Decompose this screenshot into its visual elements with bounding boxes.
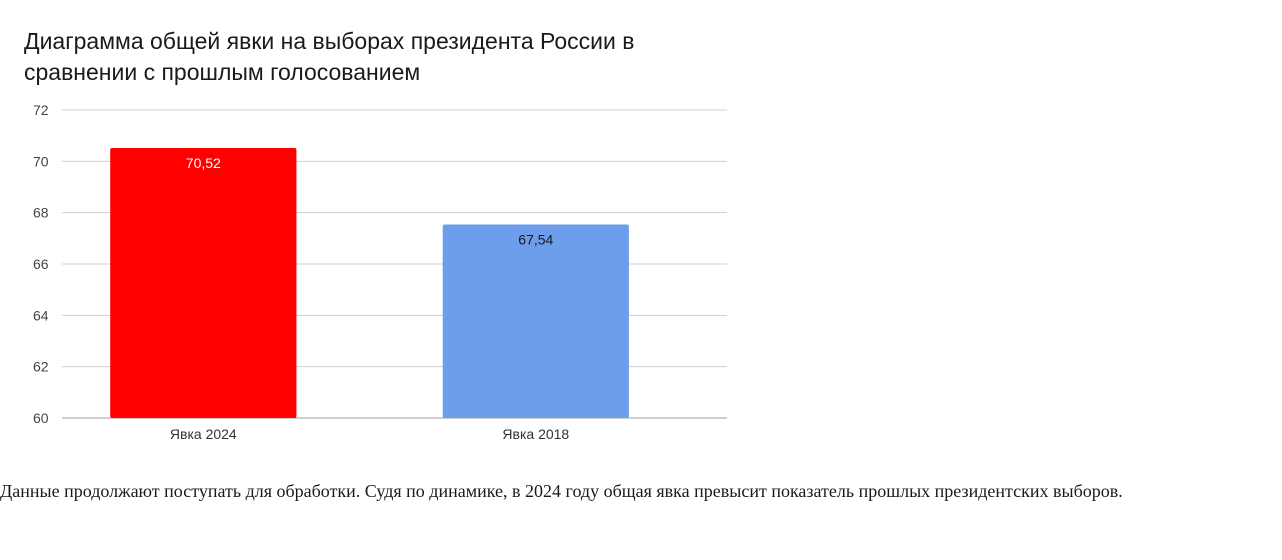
y-tick-label: 72 — [33, 102, 49, 118]
data-label: 70,52 — [186, 155, 221, 171]
chart-card: Диаграмма общей явки на выборах президен… — [0, 0, 760, 460]
bar — [442, 224, 629, 418]
y-tick-label: 62 — [33, 359, 49, 375]
y-tick-label: 70 — [33, 153, 49, 169]
article-paragraph: Данные продолжают поступать для обработк… — [0, 481, 1123, 501]
x-tick-label: Явка 2018 — [502, 426, 569, 442]
bars — [110, 147, 629, 418]
y-tick-label: 66 — [33, 256, 49, 272]
y-axis-ticks: 60 62 64 66 68 70 72 — [33, 102, 49, 426]
bar — [110, 147, 297, 418]
x-axis-ticks: Явка 2024 Явка 2018 — [170, 426, 570, 442]
chart-title: Диаграмма общей явки на выборах президен… — [24, 28, 635, 85]
data-labels: 70,52 67,54 — [186, 155, 554, 247]
data-label: 67,54 — [518, 231, 553, 247]
y-tick-label: 60 — [33, 410, 49, 426]
y-tick-label: 64 — [33, 307, 49, 323]
y-tick-label: 68 — [33, 205, 49, 221]
x-tick-label: Явка 2024 — [170, 426, 237, 442]
